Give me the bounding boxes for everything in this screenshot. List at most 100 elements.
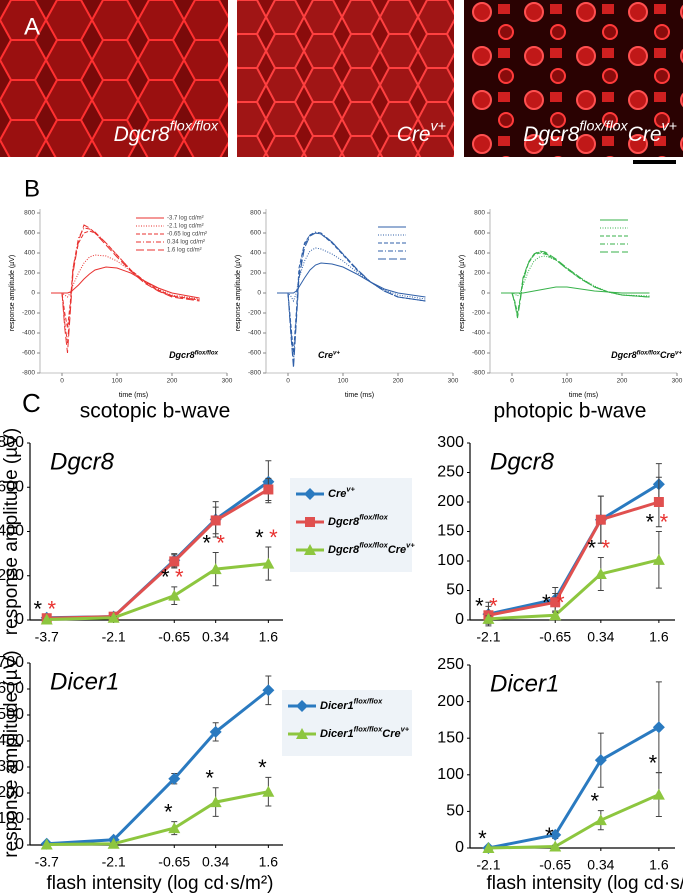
series-line bbox=[51, 266, 200, 299]
marker bbox=[168, 589, 181, 601]
significance-mark: * bbox=[588, 535, 597, 560]
text-part: Cre bbox=[328, 488, 346, 500]
marker bbox=[482, 612, 495, 624]
significance-mark: * bbox=[202, 530, 211, 555]
text-part: Cre bbox=[318, 350, 333, 360]
marker bbox=[482, 842, 495, 853]
chart: -800 -600 -400 -200 0 200 400 600 800 0 100 200 300 r… bbox=[9, 209, 233, 399]
superscript: flox/flox bbox=[170, 118, 219, 134]
y-axis-title: response amplitude (µV) bbox=[1, 428, 22, 635]
marker bbox=[652, 721, 665, 734]
significance-mark: * bbox=[649, 750, 658, 775]
significance-mark: * bbox=[545, 823, 554, 848]
x-tick-label: -0.65 bbox=[539, 629, 571, 645]
superscript: v+ bbox=[431, 118, 446, 134]
image-label: Crev+ bbox=[397, 118, 446, 145]
superscript: flox/flox bbox=[195, 349, 219, 356]
significance-mark: * bbox=[602, 535, 611, 560]
marker bbox=[168, 772, 181, 785]
column-title: scotopic b-wave bbox=[80, 400, 231, 423]
series-line bbox=[501, 255, 650, 297]
y-tick-label: 400 bbox=[0, 732, 24, 749]
legend-label: 1.6 log cd/m² bbox=[167, 248, 202, 254]
x-axis-title: time (ms) bbox=[345, 392, 374, 399]
y-tick-label: 250 bbox=[437, 464, 464, 481]
marker bbox=[304, 488, 316, 500]
x-tick-label: 1.6 bbox=[649, 629, 669, 645]
x-axis-title: time (ms) bbox=[569, 392, 598, 399]
significance-mark: * bbox=[47, 597, 56, 622]
marker bbox=[594, 814, 607, 826]
legend-label: Dgcr8flox/flox bbox=[328, 513, 389, 528]
significance-mark: * bbox=[646, 509, 655, 534]
y-tick-label: 200 bbox=[0, 567, 24, 584]
x-tick-label: -3.7 bbox=[35, 629, 59, 645]
marker bbox=[594, 567, 607, 579]
x-tick-label: -0.65 bbox=[539, 857, 571, 873]
legend-label: -2.1 log cd/m² bbox=[167, 224, 204, 230]
y-tick-label: 0 bbox=[31, 290, 35, 297]
y-tick-label: 200 bbox=[24, 270, 35, 277]
y-tick-label: -400 bbox=[472, 330, 485, 337]
series-line bbox=[488, 558, 660, 621]
x-tick-label: 200 bbox=[167, 378, 178, 385]
x-tick-label: 0.34 bbox=[202, 854, 229, 870]
x-tick-label: 0.34 bbox=[202, 629, 229, 645]
marker bbox=[594, 754, 607, 767]
y-tick-label: -400 bbox=[22, 330, 35, 337]
x-tick-label: 0 bbox=[60, 378, 64, 385]
y-tick-label: 200 bbox=[437, 493, 464, 510]
panel-label: A bbox=[24, 13, 40, 40]
x-tick-label: -2.1 bbox=[102, 854, 126, 870]
micrograph bbox=[464, 0, 683, 157]
legend-label: Dicer1flox/flox bbox=[320, 697, 383, 712]
text-part: Cre bbox=[397, 123, 431, 146]
significance-mark: * bbox=[478, 826, 487, 851]
significance-mark: * bbox=[269, 525, 278, 550]
micrograph bbox=[0, 0, 228, 157]
column-title: photopic b-wave bbox=[494, 400, 647, 423]
text-part: Dgcr8 bbox=[114, 123, 170, 146]
series-line bbox=[501, 286, 650, 294]
x-tick-label: 200 bbox=[617, 378, 628, 385]
significance-mark: * bbox=[175, 565, 184, 590]
x-tick-label: 100 bbox=[338, 378, 349, 385]
superscript: v+ bbox=[675, 349, 682, 356]
y-axis-title: response amplitude (µV) bbox=[9, 255, 16, 331]
chart: 0 100 200 300 400 500 600 700 -3.7 -2.1 -0.65 0.34 1… bbox=[0, 650, 412, 894]
legend-label: -3.7 log cd/m² bbox=[167, 216, 204, 222]
text-part: Dicer1 bbox=[320, 700, 354, 712]
y-tick-label: 400 bbox=[0, 523, 24, 540]
y-tick-label: 600 bbox=[0, 478, 24, 495]
significance-mark: * bbox=[542, 590, 551, 615]
superscript: v+ bbox=[662, 118, 677, 134]
marker bbox=[549, 840, 562, 852]
image-label: Dgcr8flox/flox bbox=[114, 118, 219, 145]
series-line bbox=[277, 232, 426, 354]
y-tick-label: 600 bbox=[474, 230, 485, 237]
y-tick-label: 0 bbox=[455, 839, 464, 856]
y-tick-label: -600 bbox=[472, 350, 485, 357]
y-tick-label: 250 bbox=[437, 656, 464, 673]
x-axis-title: flash intensity (log cd·s/m²) bbox=[46, 873, 273, 894]
y-tick-label: -600 bbox=[22, 350, 35, 357]
marker bbox=[262, 785, 275, 797]
superscript: flox/flox bbox=[359, 513, 388, 522]
significance-mark: * bbox=[216, 530, 225, 555]
significance-mark: * bbox=[660, 509, 669, 534]
y-tick-label: -200 bbox=[22, 310, 35, 317]
x-tick-label: -2.1 bbox=[476, 857, 500, 873]
legend bbox=[600, 219, 628, 253]
text-part: Cre bbox=[628, 123, 662, 146]
y-tick-label: 200 bbox=[437, 693, 464, 710]
x-tick-label: 200 bbox=[393, 378, 404, 385]
series-line bbox=[501, 252, 650, 314]
superscript: flox/flox bbox=[354, 697, 383, 706]
x-axis-title: flash intensity (log cd·s/m²) bbox=[486, 873, 683, 894]
chart-label: Crev+ bbox=[318, 349, 340, 360]
y-tick-label: 0 bbox=[481, 290, 485, 297]
series-line bbox=[51, 254, 200, 300]
text-part: Dicer1 bbox=[320, 728, 354, 740]
